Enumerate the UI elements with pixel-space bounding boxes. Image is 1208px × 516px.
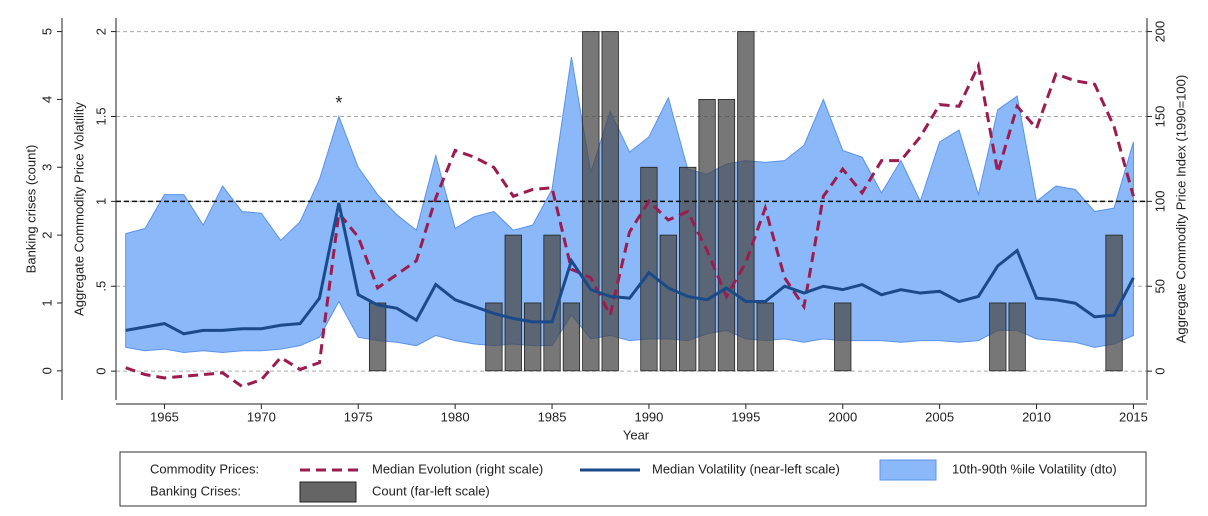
x-axis-title: Year	[623, 427, 650, 442]
near-left-axis-title: Aggregate Commodity Price Volatility	[71, 102, 86, 316]
x-tick-label: 1980	[441, 409, 470, 424]
bar	[640, 166, 658, 372]
bar	[524, 302, 542, 372]
bar	[756, 302, 774, 372]
right-axis-title: Aggregate Commodity Price Index (1990=10…	[1173, 75, 1188, 343]
bar	[485, 302, 503, 372]
legend-swatch	[299, 481, 357, 503]
bar	[834, 302, 852, 372]
bar	[504, 234, 522, 372]
legend-box	[119, 451, 1147, 507]
far-left-axis-title: Banking crises (count)	[23, 145, 38, 274]
x-tick-label: 2000	[828, 409, 857, 424]
legend-label: 10th-90th %ile Volatility (dto)	[952, 461, 1117, 476]
y-tick-label: .5	[93, 281, 108, 292]
legend-label: Median Evolution (right scale)	[372, 461, 543, 476]
y-tick-label: 5	[39, 28, 54, 35]
y-tick-label: 200	[1152, 21, 1167, 43]
x-tick-label: 2010	[1022, 409, 1051, 424]
bar	[368, 302, 387, 372]
legend-label: Median Volatility (near-left scale)	[652, 461, 840, 476]
annotation: *	[335, 93, 342, 113]
legend-group: Banking Crises:	[150, 483, 241, 498]
line	[125, 202, 1135, 336]
y-tick-label: 150	[1152, 106, 1167, 128]
bar	[698, 99, 716, 372]
bar	[601, 31, 619, 372]
x-tick-label: 1970	[247, 409, 276, 424]
legend-swatch	[879, 459, 937, 481]
bar	[717, 99, 736, 372]
y-tick-label: 1.5	[93, 107, 108, 125]
volatility-band	[125, 56, 1134, 353]
bar	[562, 302, 581, 372]
y-tick-label: 0	[93, 368, 108, 375]
x-tick-label: 2015	[1119, 409, 1148, 424]
bar	[543, 234, 561, 372]
bar	[989, 302, 1007, 372]
y-tick-label: 0	[39, 367, 54, 374]
x-tick-label: 1995	[731, 409, 760, 424]
legend-label: Count (far-left scale)	[372, 483, 490, 498]
y-tick-label: 2	[93, 28, 108, 35]
x-tick-label: 2005	[925, 409, 954, 424]
legend-group: Commodity Prices:	[150, 461, 259, 476]
y-tick-label: 3	[39, 164, 54, 171]
bar	[659, 234, 677, 372]
x-tick-label: 1975	[344, 409, 373, 424]
y-tick-label: 0	[1152, 368, 1167, 375]
bar	[737, 31, 755, 372]
y-tick-label: 50	[1152, 279, 1167, 293]
line	[125, 60, 1135, 389]
y-tick-label: 100	[1152, 191, 1167, 213]
bar	[1105, 234, 1123, 372]
y-tick-label: 1	[93, 198, 108, 205]
x-tick-label: 1965	[150, 409, 179, 424]
y-tick-label: 2	[39, 232, 54, 239]
bar	[1008, 302, 1026, 372]
x-tick-label: 1985	[538, 409, 567, 424]
y-tick-label: 4	[39, 96, 54, 103]
y-tick-label: 1	[39, 299, 54, 306]
x-tick-label: 1990	[634, 409, 663, 424]
bar	[679, 166, 697, 372]
